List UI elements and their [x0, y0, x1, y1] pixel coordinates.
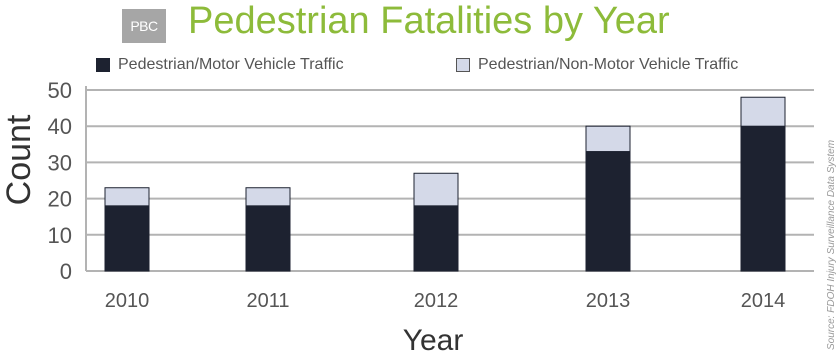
y-tick-label-0: 0 [60, 259, 72, 284]
legend-item-non-motor: Pedestrian/Non-Motor Vehicle Traffic [456, 56, 738, 74]
source-text: Source: FDOH Injury Surveillance Data Sy… [826, 139, 837, 350]
y-tick-label-30: 30 [48, 150, 72, 175]
bar-2012-motor [413, 205, 459, 272]
x-tick-label-2010: 2010 [105, 290, 150, 312]
chart-title: Pedestrian Fatalities by Year [188, 0, 670, 42]
y-tick-label-40: 40 [48, 114, 72, 139]
x-tick-label-2012: 2012 [414, 290, 459, 312]
bar-2013-motor [585, 151, 631, 272]
bar-2012-non-motor [413, 172, 459, 207]
bar-2011-motor [245, 205, 291, 272]
legend-swatch-motor [96, 58, 110, 72]
y-tick-label-50: 50 [48, 78, 72, 103]
legend-swatch-non-motor [456, 58, 470, 72]
bar-2014-non-motor [740, 96, 786, 127]
y-tick-label-20: 20 [48, 187, 72, 212]
x-tick-label-2013: 2013 [586, 290, 631, 312]
source-note: Source: FDOH Injury Surveillance Data Sy… [826, 60, 838, 350]
bar-2014-motor [740, 125, 786, 272]
y-axis-label: Count [0, 114, 38, 205]
bar-2010-non-motor [104, 187, 150, 207]
legend-label-non-motor: Pedestrian/Non-Motor Vehicle Traffic [478, 56, 739, 73]
bar-2010-motor [104, 205, 150, 272]
x-axis-label: Year [403, 324, 464, 357]
bar-2013-non-motor [585, 125, 631, 153]
x-tick-label-2011: 2011 [246, 290, 289, 312]
legend-item-motor: Pedestrian/Motor Vehicle Traffic [96, 56, 344, 74]
y-tick-label-10: 10 [48, 223, 72, 248]
bar-2011-non-motor [245, 187, 291, 207]
x-tick-label-2014: 2014 [741, 290, 786, 312]
legend-label-motor: Pedestrian/Motor Vehicle Traffic [118, 56, 344, 73]
pbc-badge: PBC [122, 9, 166, 43]
